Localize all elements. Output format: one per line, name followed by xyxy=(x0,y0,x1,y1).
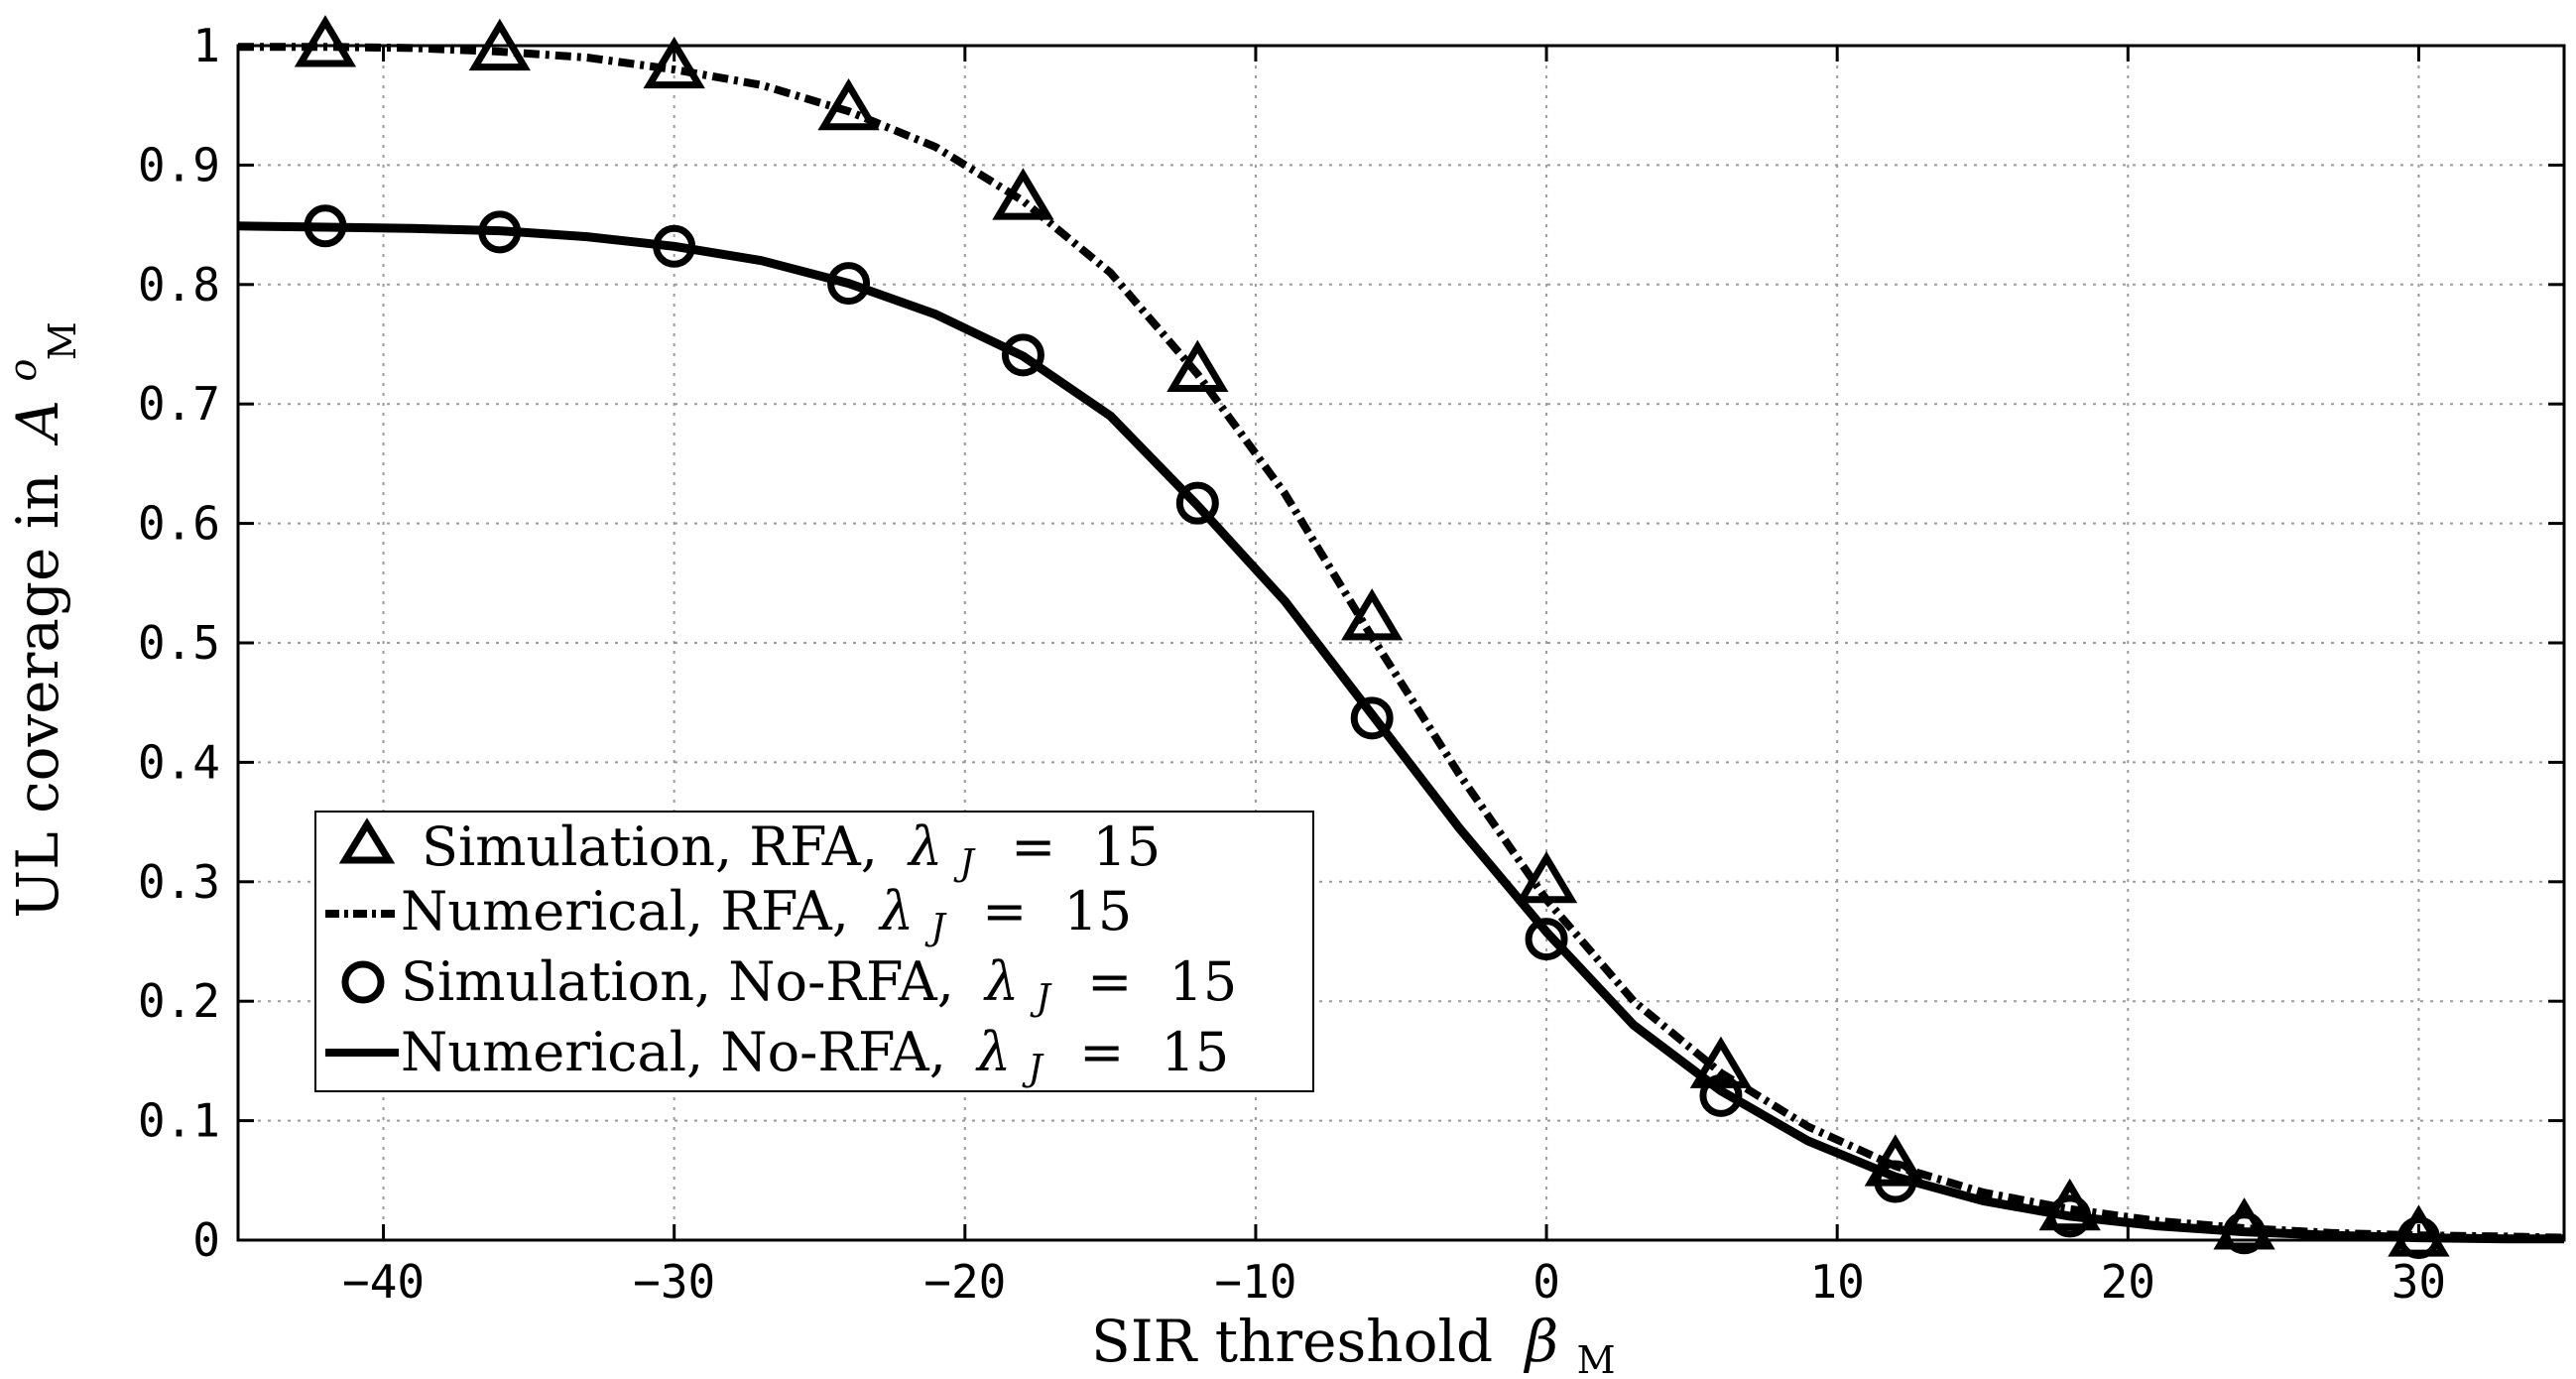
legend-label: Simulation, RFA, λ J = 15 xyxy=(422,815,1161,888)
triangle-data-point xyxy=(1515,850,1578,904)
legend-entry-simulation-no-rfa: Simulation, No-RFA, λ J = 15 xyxy=(341,950,1237,1023)
y-axis-label-superscript: o xyxy=(1,359,45,382)
circle-data-point xyxy=(827,262,871,306)
legend-entry-numerical-no-rfa: Numerical, No-RFA, λ J = 15 xyxy=(325,1021,1229,1093)
circle-data-point xyxy=(1699,1073,1743,1117)
triangle-data-point xyxy=(294,15,357,67)
x-axis-label: SIR threshold β M xyxy=(1091,1308,1616,1379)
legend: Simulation, RFA, λ J = 15 Numerical, RFA… xyxy=(314,811,1314,1093)
legend-label-text: Numerical, No-RFA, xyxy=(401,1021,946,1083)
legend-param-subscript: J xyxy=(924,908,948,948)
circle-data-point xyxy=(304,204,347,248)
legend-param-value: 15 xyxy=(1162,1021,1230,1083)
triangle-data-point xyxy=(1864,1134,1926,1187)
circle-data-point xyxy=(1874,1160,1917,1203)
y-tick-label: 0.4 xyxy=(138,735,220,789)
triangle-data-point xyxy=(817,77,880,131)
y-axis-label-symbol: A xyxy=(4,400,71,446)
legend-param-subscript: J xyxy=(1022,1049,1045,1089)
y-tick-label: 0.6 xyxy=(138,497,220,551)
legend-param-relation: = xyxy=(982,880,1027,942)
series-group xyxy=(237,15,2565,1260)
x-tick-label: 0 xyxy=(1533,1255,1560,1309)
circle-data-point xyxy=(1175,481,1219,525)
circle-data-point xyxy=(2396,1216,2440,1260)
legend-param-symbol: λ xyxy=(975,1021,1011,1083)
triangle-data-point xyxy=(1166,339,1229,392)
x-tick-label: −10 xyxy=(1214,1255,1296,1309)
y-tick-label: 0.9 xyxy=(138,138,220,191)
axis-ticks: −40 −30 −20 −10 0 10 20 30 0 0.1 0.2 0.3 0.4 0.5 0.6 0.… xyxy=(138,19,2564,1309)
legend-entry-simulation-rfa: Simulation, RFA, λ J = 15 xyxy=(338,815,1161,888)
x-tick-label: −30 xyxy=(633,1255,715,1309)
legend-entry-numerical-rfa: Numerical, RFA, λ J = 15 xyxy=(325,880,1132,952)
legend-param-symbol: λ xyxy=(878,880,914,942)
y-tick-label: 0.8 xyxy=(138,258,220,312)
y-tick-label: 0.7 xyxy=(138,377,220,431)
legend-param-symbol: λ xyxy=(983,950,1019,1013)
legend-triangle-marker xyxy=(338,817,396,864)
legend-param-value: 15 xyxy=(1093,815,1162,878)
legend-param-value: 15 xyxy=(1064,880,1133,942)
x-axis-label-text: SIR threshold xyxy=(1091,1308,1493,1375)
triangle-data-point xyxy=(1341,588,1404,641)
y-tick-label: 0 xyxy=(192,1213,220,1267)
x-tick-label: 30 xyxy=(2392,1255,2446,1309)
y-tick-label: 0.1 xyxy=(138,1094,220,1148)
series-line-numerical-no-rfa xyxy=(237,221,2564,1244)
legend-param-relation: = xyxy=(1011,815,1055,878)
triangle-data-point xyxy=(1689,1036,1753,1088)
legend-param-relation: = xyxy=(1079,1021,1124,1083)
y-axis-label-subscript: M xyxy=(41,321,84,360)
y-tick-label: 0.2 xyxy=(138,974,220,1028)
circle-data-point xyxy=(1350,696,1394,740)
triangle-data-point xyxy=(643,36,705,89)
circle-data-point xyxy=(653,224,696,268)
legend-label-text: Simulation, No-RFA, xyxy=(401,950,954,1013)
y-tick-label: 0.5 xyxy=(138,616,220,670)
legend-param-value: 15 xyxy=(1169,950,1238,1013)
circle-data-point xyxy=(2223,1211,2267,1255)
legend-param-relation: = xyxy=(1087,950,1132,1013)
legend-label-text: Simulation, RFA, xyxy=(422,815,878,878)
x-axis-label-symbol: β xyxy=(1524,1308,1559,1375)
legend-circle-marker xyxy=(341,960,385,1004)
legend-label: Simulation, No-RFA, λ J = 15 xyxy=(401,950,1237,1023)
legend-param-symbol: λ xyxy=(907,815,942,878)
x-tick-label: −40 xyxy=(342,1255,425,1309)
legend-box xyxy=(314,811,1314,1092)
y-axis-label: UL coverage in A o M xyxy=(0,321,84,918)
circle-data-point xyxy=(1525,918,1568,961)
circle-data-point xyxy=(1001,333,1044,377)
y-tick-label: 0.3 xyxy=(138,855,220,909)
legend-label: Numerical, No-RFA, λ J = 15 xyxy=(401,1021,1229,1093)
triangle-data-point xyxy=(992,168,1054,220)
legend-param-subscript: J xyxy=(1029,978,1052,1019)
x-tick-label: −20 xyxy=(923,1255,1006,1309)
y-tick-label: 1 xyxy=(192,19,220,72)
legend-label-text: Numerical, RFA, xyxy=(401,880,849,942)
y-axis-label-text: UL coverage in xyxy=(4,473,71,918)
legend-param-subscript: J xyxy=(952,843,976,884)
circle-data-point xyxy=(478,210,522,254)
x-tick-label: 20 xyxy=(2101,1255,2155,1309)
legend-label: Numerical, RFA, λ J = 15 xyxy=(401,880,1132,952)
circle-data-point xyxy=(2048,1194,2092,1238)
x-tick-label: 10 xyxy=(1809,1255,1864,1309)
x-axis-label-subscript: M xyxy=(1577,1338,1616,1379)
